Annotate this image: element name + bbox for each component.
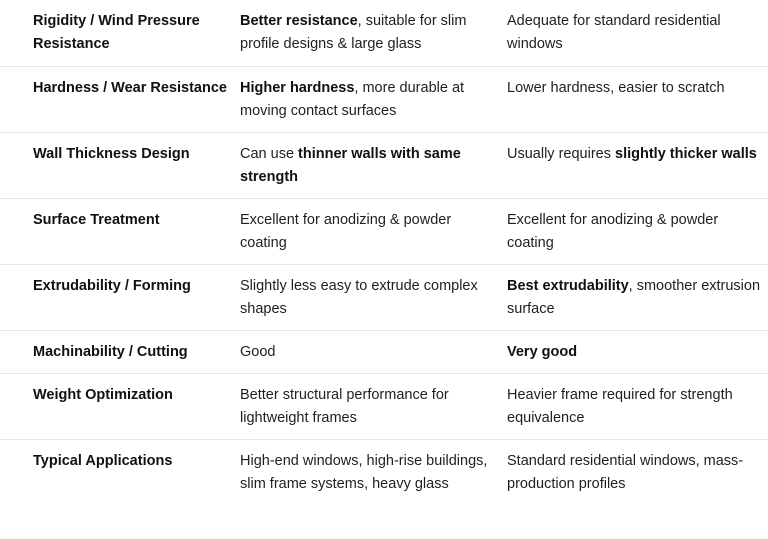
col-b-bold: Very good <box>507 344 578 360</box>
table-row: Weight Optimization Better structural pe… <box>0 374 768 440</box>
col-b-cell: Best extrudability, smoother extrusion s… <box>507 265 768 330</box>
col-b-cell: Heavier frame required for strength equi… <box>507 374 768 439</box>
col-a-cell: Higher hardness, more durable at moving … <box>240 67 507 132</box>
property-cell: Hardness / Wear Resistance <box>33 80 227 96</box>
col-b-pre: Usually requires <box>507 146 615 162</box>
col-b-cell: Excellent for anodizing & powder coating <box>507 199 768 264</box>
col-a-cell: Good <box>240 331 507 373</box>
col-b-pre: Excellent for anodizing & powder coating <box>507 212 719 251</box>
col-a-pre: Better structural performance for lightw… <box>240 387 449 426</box>
table-row: Wall Thickness Design Can use thinner wa… <box>0 133 768 199</box>
property-cell: Machinability / Cutting <box>33 344 188 360</box>
col-a-bold: thinner walls with same strength <box>240 146 461 185</box>
col-a-pre: Good <box>240 344 276 360</box>
col-a-pre: High-end windows, high-rise buildings, s… <box>240 453 488 492</box>
property-cell: Weight Optimization <box>33 387 173 403</box>
col-b-bold: slightly thicker walls <box>615 146 757 162</box>
col-b-cell: Lower hardness, easier to scratch <box>507 67 768 132</box>
table-row: Hardness / Wear Resistance Higher hardne… <box>0 67 768 133</box>
table-row: Typical Applications High-end windows, h… <box>0 440 768 539</box>
col-a-pre: Slightly less easy to extrude complex sh… <box>240 278 478 317</box>
table-row: Extrudability / Forming Slightly less ea… <box>0 265 768 331</box>
col-a-cell: Can use thinner walls with same strength <box>240 133 507 198</box>
property-cell: Wall Thickness Design <box>33 146 190 162</box>
col-a-text: , suitable for slim profile designs & la… <box>240 13 467 52</box>
property-cell: Surface Treatment <box>33 212 160 228</box>
col-b-pre: Heavier frame required for strength equi… <box>507 387 733 426</box>
col-b-cell: Usually requires slightly thicker walls <box>507 133 768 198</box>
table-row: Rigidity / Wind Pressure Resistance Bett… <box>0 0 768 67</box>
col-b-post: , smoother extrusion surface <box>507 278 761 317</box>
property-cell: Typical Applications <box>33 453 173 469</box>
col-a-cell: Better structural performance for lightw… <box>240 374 507 439</box>
col-b-pre: Adequate for standard residential window… <box>507 13 721 52</box>
col-a-cell: Slightly less easy to extrude complex sh… <box>240 265 507 330</box>
col-a-text: , more durable at moving contact surface… <box>240 80 465 119</box>
col-b-cell: Adequate for standard residential window… <box>507 0 768 66</box>
col-a-bold: Higher hardness <box>240 80 355 96</box>
col-a-cell: High-end windows, high-rise buildings, s… <box>240 440 507 539</box>
property-cell: Rigidity / Wind Pressure Resistance <box>33 13 200 52</box>
property-cell: Extrudability / Forming <box>33 278 191 294</box>
col-b-bold: Best extrudability <box>507 278 629 294</box>
col-b-cell: Very good <box>507 331 768 373</box>
col-b-pre: Standard residential windows, mass-produ… <box>507 453 744 492</box>
col-a-pre: Can use <box>240 146 299 162</box>
table-row: Surface Treatment Excellent for anodizin… <box>0 199 768 265</box>
col-b-pre: Lower hardness, easier to scratch <box>507 80 725 96</box>
col-a-bold: Better resistance <box>240 13 358 29</box>
table-row: Machinability / Cutting Good Very good <box>0 331 768 374</box>
col-a-cell: Excellent for anodizing & powder coating <box>240 199 507 264</box>
col-b-cell: Standard residential windows, mass-produ… <box>507 440 768 539</box>
col-a-cell: Better resistance, suitable for slim pro… <box>240 0 507 66</box>
col-a-pre: Excellent for anodizing & powder coating <box>240 212 452 251</box>
